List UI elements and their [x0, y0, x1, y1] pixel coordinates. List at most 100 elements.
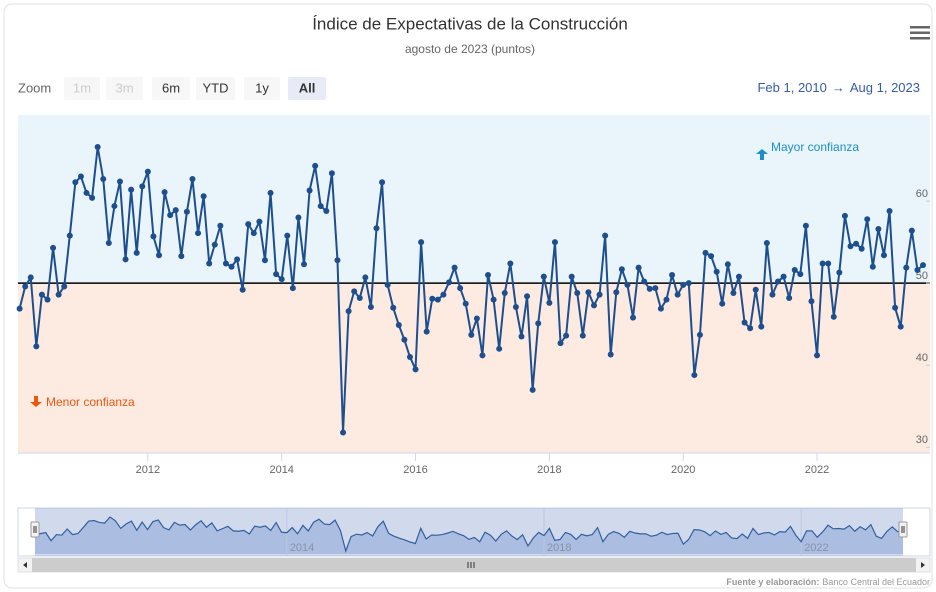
- data-point: [841, 212, 848, 219]
- credits-text: Banco Central del Ecuador: [822, 577, 930, 587]
- data-point: [735, 273, 742, 280]
- data-point: [825, 260, 832, 267]
- data-point: [886, 207, 893, 214]
- range-button[interactable]: YTD: [196, 77, 235, 100]
- data-point: [663, 296, 670, 303]
- data-point: [864, 216, 871, 223]
- arrow-up-icon: [756, 149, 768, 160]
- data-point: [267, 189, 274, 196]
- data-point: [791, 267, 798, 274]
- data-point: [652, 285, 659, 292]
- data-point: [440, 291, 447, 298]
- data-point: [490, 296, 497, 303]
- data-point: [412, 366, 419, 373]
- navigator-mask: [35, 508, 903, 556]
- data-point: [920, 262, 926, 269]
- data-point: [406, 354, 413, 361]
- data-point: [724, 261, 731, 268]
- data-point: [568, 273, 575, 280]
- range-button[interactable]: 1y: [244, 77, 280, 100]
- data-point: [222, 260, 229, 267]
- range-button-label: 1y: [255, 80, 269, 95]
- data-point: [457, 285, 464, 292]
- date-range-to[interactable]: Aug 1, 2023: [850, 80, 920, 95]
- data-point: [323, 207, 330, 214]
- data-point: [908, 227, 915, 234]
- data-point: [775, 278, 782, 285]
- data-point: [914, 267, 921, 274]
- data-point: [22, 283, 29, 290]
- data-point: [869, 263, 876, 270]
- x-tick-label: 2022: [805, 464, 829, 476]
- data-point: [585, 289, 592, 296]
- arrow-down-icon: [30, 396, 42, 407]
- data-point: [579, 332, 586, 339]
- data-point: [340, 429, 347, 436]
- data-point: [217, 222, 224, 229]
- data-point: [289, 285, 296, 292]
- range-button-bg: [196, 77, 235, 100]
- data-point: [897, 323, 904, 330]
- band-below: [18, 283, 930, 453]
- data-point: [418, 239, 425, 246]
- navigator-handle[interactable]: [898, 521, 908, 538]
- date-range-from[interactable]: Feb 1, 2010: [757, 80, 826, 95]
- data-point: [630, 314, 637, 321]
- data-point: [261, 257, 268, 264]
- navigator-handle[interactable]: [30, 521, 40, 538]
- data-point: [903, 264, 910, 271]
- data-point: [752, 286, 759, 293]
- data-point: [50, 244, 57, 251]
- data-point: [89, 194, 96, 201]
- scroll-left: [23, 562, 27, 568]
- data-point: [273, 271, 280, 278]
- x-tick-label: 2016: [403, 464, 427, 476]
- data-point: [61, 283, 68, 290]
- data-point: [27, 274, 34, 281]
- menu-button[interactable]: [910, 26, 930, 40]
- data-point: [618, 266, 625, 273]
- data-point: [496, 345, 503, 352]
- data-point: [875, 226, 882, 233]
- data-point: [674, 291, 681, 298]
- range-button[interactable]: 6m: [152, 77, 190, 100]
- data-point: [529, 386, 536, 393]
- data-point: [167, 212, 174, 219]
- data-point: [228, 263, 235, 270]
- data-point: [284, 232, 291, 239]
- data-point: [624, 281, 631, 288]
- data-point: [501, 290, 508, 297]
- data-point: [574, 290, 581, 297]
- data-point: [830, 313, 837, 320]
- range-button-bg: [152, 77, 190, 100]
- handle-grip: [901, 526, 905, 533]
- data-point: [77, 173, 84, 180]
- scrollbar[interactable]: [17, 557, 931, 573]
- data-point: [445, 279, 452, 286]
- y-tick-label: 60: [916, 188, 928, 200]
- range-button: 3m: [106, 77, 143, 100]
- data-point: [646, 285, 653, 292]
- data-point: [691, 372, 698, 379]
- data-point: [384, 281, 391, 288]
- data-point: [301, 261, 308, 268]
- data-point: [769, 291, 776, 298]
- range-button[interactable]: All: [288, 77, 326, 100]
- data-point: [808, 298, 815, 305]
- data-point: [379, 179, 386, 186]
- data-point: [551, 239, 558, 246]
- data-point: [295, 214, 302, 221]
- data-point: [786, 294, 793, 301]
- data-point: [362, 274, 369, 281]
- data-point: [696, 331, 703, 338]
- menu-bar: [910, 26, 930, 29]
- data-point: [83, 189, 90, 196]
- annotation: Mayor confianza: [771, 140, 859, 154]
- data-point: [66, 232, 73, 239]
- x-tick-label: 2014: [269, 464, 293, 476]
- data-point: [33, 343, 40, 350]
- data-point: [451, 264, 458, 271]
- data-point: [250, 230, 257, 237]
- data-point: [473, 315, 480, 322]
